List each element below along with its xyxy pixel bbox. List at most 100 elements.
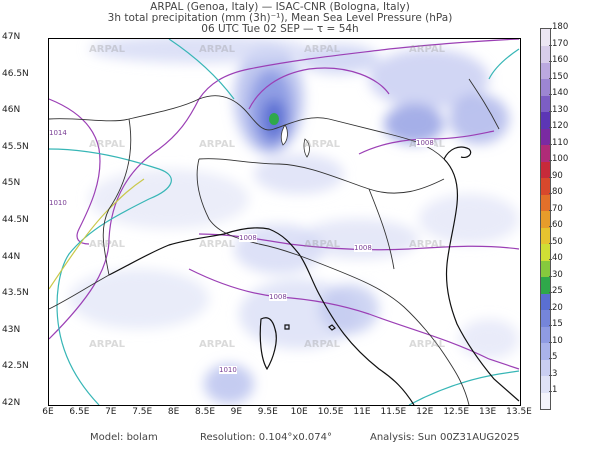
- colorbar-segment: [541, 78, 550, 96]
- colorbar-tick: [549, 292, 552, 294]
- lakes: [280, 124, 310, 158]
- watermark-text: ARPAL: [89, 339, 125, 350]
- colorbar-tick: [549, 28, 552, 29]
- lat-label: 44N: [2, 251, 21, 262]
- isobar-label: 1008: [354, 244, 372, 252]
- header-valid-time: 06 UTC Tue 02 SEP — τ = 54h: [201, 23, 359, 35]
- colorbar-tick: [549, 226, 552, 228]
- colorbar-segment: [541, 276, 550, 294]
- colorbar-segment: [541, 45, 550, 63]
- colorbar-segment: [541, 111, 550, 129]
- colorbar-tick: [549, 127, 552, 129]
- colorbar-label: 70: [552, 203, 563, 214]
- colorbar-tick: [549, 160, 552, 162]
- isobar-label: 1014: [49, 129, 67, 137]
- map-canvas: [49, 39, 520, 405]
- colorbar-tick: [549, 242, 552, 244]
- lat-label: 46.5N: [2, 68, 29, 79]
- footer-model: Model: bolam: [90, 432, 158, 443]
- colorbar: [540, 28, 551, 410]
- colorbar-label: 180: [552, 22, 569, 32]
- isobar-label: 1008: [239, 234, 257, 242]
- colorbar-label: 140: [552, 88, 569, 99]
- colorbar-segment: [541, 210, 550, 228]
- colorbar-segment: [541, 392, 550, 409]
- lon-label: 12E: [416, 407, 434, 417]
- lon-label: 13E: [479, 407, 497, 417]
- lon-label: 13.5E: [506, 407, 532, 417]
- colorbar-label: 120: [552, 121, 569, 132]
- lon-label: 10.5E: [317, 407, 344, 417]
- colorbar-segment: [541, 144, 550, 162]
- colorbar-label: 10: [552, 335, 563, 346]
- colorbar-label: 25: [552, 286, 563, 297]
- colorbar-tick: [549, 61, 552, 63]
- lon-label: 9.5E: [257, 407, 278, 417]
- colorbar-label: 40: [552, 253, 563, 264]
- lon-label: 8E: [167, 407, 180, 417]
- watermark-text: ARPAL: [89, 239, 125, 250]
- colorbar-label: 5: [552, 352, 558, 363]
- watermark-text: ARPAL: [199, 139, 235, 150]
- lon-label: 10E: [290, 407, 308, 417]
- lon-label: 7.5E: [132, 407, 153, 417]
- colorbar-label: 150: [552, 71, 569, 82]
- precip-max-spot: [269, 113, 279, 125]
- colorbar-label: 15: [552, 319, 563, 330]
- colorbar-tick: [549, 259, 552, 261]
- watermark-text: ARPAL: [199, 339, 235, 350]
- lon-label: 7E: [105, 407, 117, 417]
- header-subtitle: 3h total precipitation (mm (3h)⁻¹), Mean…: [107, 12, 453, 24]
- lat-label: 42.5N: [2, 361, 29, 372]
- colorbar-label: 60: [552, 220, 563, 231]
- lon-label: 8.5E: [195, 407, 215, 417]
- lon-label: 6E: [42, 407, 54, 417]
- isobar-label: 1010: [219, 366, 237, 374]
- colorbar-segment: [541, 326, 550, 344]
- colorbar-segment: [541, 128, 550, 146]
- borders: [49, 78, 500, 405]
- lat-label: 46N: [2, 105, 21, 116]
- watermark-text: ARPAL: [89, 139, 125, 150]
- lon-label: 11.5E: [380, 407, 407, 417]
- lon-label: 12.5E: [443, 407, 470, 417]
- coastline: [108, 146, 520, 405]
- colorbar-tick: [549, 193, 552, 195]
- lat-label: 45.5N: [2, 141, 29, 152]
- colorbar-segment: [541, 62, 550, 80]
- colorbar-tick: [549, 77, 552, 79]
- precipitation-field: [69, 39, 519, 404]
- watermark-text: ARPAL: [304, 239, 340, 250]
- colorbar-tick: [549, 209, 552, 211]
- colorbar-label: 80: [552, 187, 563, 198]
- colorbar-tick: [549, 341, 552, 343]
- forecast-map: ARPAL ARPAL ARPAL ARPAL ARPAL ARPAL ARPAL ARPAL…: [48, 38, 521, 406]
- watermark-text: ARPAL: [409, 339, 445, 350]
- colorbar-label: 90: [552, 170, 563, 181]
- watermark-text: ARPAL: [199, 44, 235, 55]
- colorbar-tick: [549, 308, 552, 310]
- colorbar-label: 170: [552, 38, 569, 49]
- colorbar-label: 50: [552, 236, 563, 247]
- colorbar-segment: [541, 260, 550, 278]
- watermark-text: ARPAL: [304, 339, 340, 350]
- colorbar-tick: [549, 94, 552, 96]
- lat-label: 47N: [2, 32, 21, 42]
- colorbar-segment: [541, 293, 550, 311]
- colorbar-tick: [549, 110, 552, 112]
- colorbar-tick: [549, 143, 552, 145]
- colorbar-tick: [549, 358, 552, 360]
- lon-label: 6.5E: [69, 407, 90, 417]
- isobar-label: 1008: [269, 293, 287, 301]
- watermark-text: ARPAL: [304, 44, 340, 55]
- colorbar-label: 130: [552, 104, 569, 115]
- lat-label: 43.5N: [2, 288, 29, 299]
- lon-label: 11E: [353, 407, 371, 417]
- header-title: ARPAL (Genoa, Italy) — ISAC-CNR (Bologna…: [150, 1, 410, 13]
- lon-label: 9E: [230, 407, 243, 417]
- colorbar-segment: [541, 194, 550, 212]
- watermark-text: ARPAL: [89, 44, 125, 55]
- footer-analysis: Analysis: Sun 00Z31AUG2025: [370, 432, 520, 443]
- colorbar-label: 30: [552, 269, 563, 280]
- colorbar-tick: [549, 374, 552, 376]
